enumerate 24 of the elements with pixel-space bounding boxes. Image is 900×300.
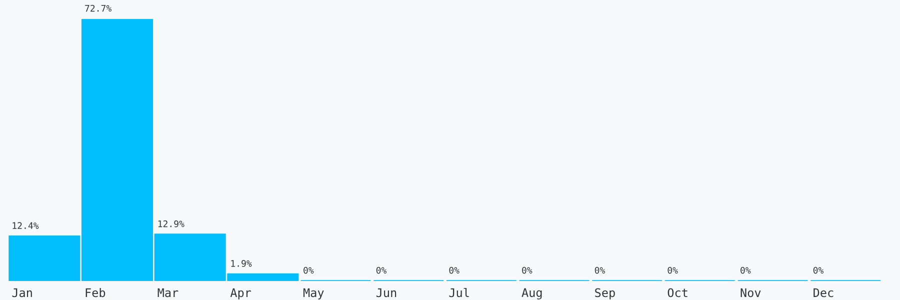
x-tick-label: Apr (230, 288, 252, 300)
x-tick-label: Nov (740, 288, 761, 298)
data-label: 0% (522, 266, 532, 274)
x-tick-label: Oct (668, 288, 688, 298)
data-label: 0% (813, 266, 824, 274)
data-label: 0% (594, 266, 606, 274)
x-tick-label: Mar (158, 288, 178, 298)
data-label: 12.9% (158, 220, 184, 228)
x-tick-label: Sep (595, 288, 615, 300)
data-label: 0% (304, 266, 314, 274)
data-label: 1.9% (231, 260, 252, 267)
data-label: 72.7% (85, 4, 112, 12)
data-label: 0% (449, 266, 460, 274)
x-tick-label: May (303, 288, 324, 300)
data-label: 0% (668, 266, 678, 274)
data-label: 0% (740, 266, 751, 274)
x-tick-label: Aug (522, 288, 542, 300)
x-tick-label: Feb (86, 288, 106, 298)
x-tick-label: Jul (449, 288, 469, 298)
data-label: 0% (376, 266, 387, 274)
data-label: 12.4% (12, 222, 39, 229)
x-tick-label: Jun (376, 288, 396, 298)
x-tick-label: Jan (12, 288, 32, 298)
x-tick-label: Dec (814, 288, 834, 298)
